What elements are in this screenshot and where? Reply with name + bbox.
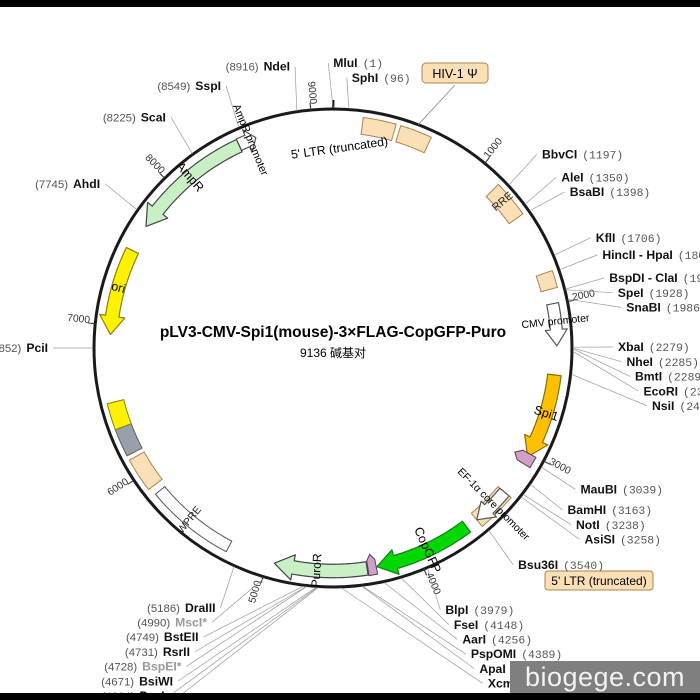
svg-text:9136 碱基对: 9136 碱基对 [300,346,366,360]
svg-text:3000: 3000 [547,457,573,478]
svg-text:7000: 7000 [67,313,91,326]
svg-text:(6852)PciI: (6852)PciI [0,341,48,355]
svg-text:BmtI(2289): BmtI(2289) [635,370,700,385]
svg-text:BsaBI(1398): BsaBI (1398) [570,185,651,200]
svg-text:(8549)SspI: (8549) SspI [157,79,221,93]
svg-text:AarI(4256): AarI (4256) [462,633,532,648]
svg-text:SpeI(1928): SpeI (1928) [618,286,690,301]
svg-text:MluI(1): MluI (1) [333,56,383,71]
svg-text:EcoRI(2305): EcoRI(2305) [644,384,700,399]
svg-text:(4728)BspEI*: (4728) BspEI* [104,660,181,674]
svg-text:(4671)BsiWI: (4671) BsiWI [101,674,173,688]
svg-text:HIV-1 Ψ: HIV-1 Ψ [432,67,477,81]
svg-text:1000: 1000 [482,136,505,161]
svg-text:AleI(1350): AleI (1350) [561,170,629,185]
svg-text:5' LTR (truncated): 5' LTR (truncated) [551,574,646,588]
svg-text:BlpI(3979): BlpI (3979) [445,603,514,618]
svg-text:6000: 6000 [106,476,131,498]
svg-text:BbvCI(1197): BbvCI (1197) [542,147,623,162]
svg-text:HincII - HpaI(1800): HincII - HpaI(1800) [602,248,700,263]
svg-text:NotI(3238): NotI (3238) [576,518,646,533]
svg-text:BamHI(3163): BamHI (3163) [567,503,652,518]
svg-text:(8916)NdeI: (8916) NdeI [226,59,290,73]
svg-text:KflI(1706): KflI (1706) [596,231,662,246]
svg-text:5000: 5000 [247,579,264,604]
svg-text:(4990)MscI*: (4990) MscI* [137,616,207,630]
svg-text:9000: 9000 [305,81,318,105]
svg-text:BspDI - ClaI(1923): BspDI - ClaI(1923) [609,271,700,286]
svg-text:pLV3-CMV-Spi1(mouse)-3×FLAG-Co: pLV3-CMV-Spi1(mouse)-3×FLAG-CopGFP-Puro [160,324,506,341]
svg-text:FseI(4148): FseI (4148) [454,618,524,633]
svg-text:(4731)RsrII: (4731) RsrII [125,645,190,659]
svg-text:(4749)BstEII: (4749) BstEII [126,630,198,644]
svg-text:8000: 8000 [143,152,167,176]
svg-text:PuroR: PuroR [308,553,324,588]
svg-text:PspOMI(4389): PspOMI (4389) [471,647,562,662]
svg-text:(7745)AhdI: (7745) AhdI [35,177,100,191]
svg-text:AsiSI(3258): AsiSI (3258) [584,533,661,548]
svg-text:5' LTR (truncated): 5' LTR (truncated) [290,134,389,161]
svg-text:SnaBI(1986): SnaBI(1986) [626,301,700,316]
svg-text:(5186)DraIII: (5186) DraIII [147,601,215,615]
svg-text:NheI(2285): NheI (2285) [627,355,699,370]
svg-text:NsiI(2444): NsiI(2444) [652,399,700,414]
svg-text:XbaI(2279): XbaI (2279) [618,340,690,355]
svg-text:(8225)ScaI: (8225) ScaI [103,110,166,124]
svg-text:SphI(96): SphI (96) [352,71,411,86]
svg-text:MauBI(3039): MauBI (3039) [580,483,663,498]
svg-text:4000: 4000 [423,571,442,597]
